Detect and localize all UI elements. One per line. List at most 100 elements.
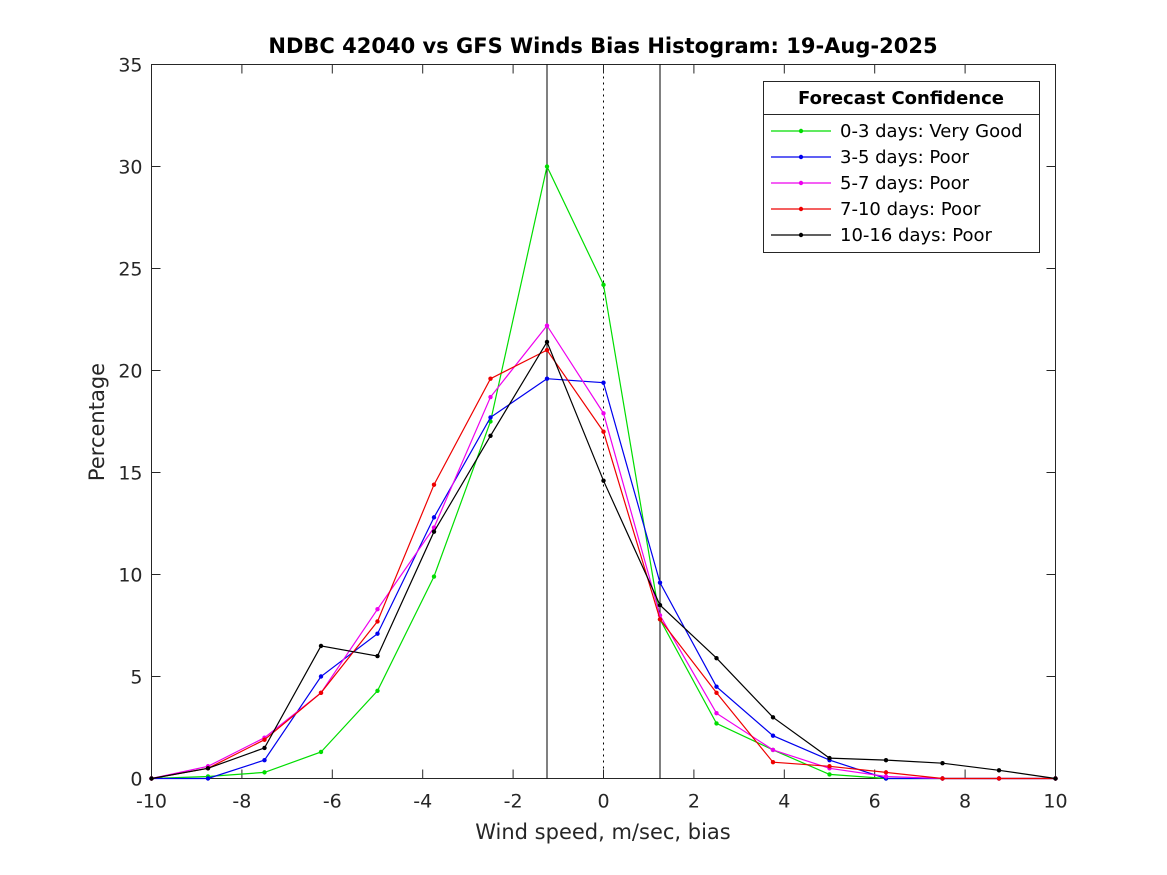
- legend-entry: 7-10 days: Poor: [771, 199, 981, 220]
- x-tick-label: -8: [232, 791, 251, 813]
- data-point: [714, 721, 719, 726]
- legend-swatch-marker: [798, 180, 804, 186]
- legend-title-box: [763, 81, 1040, 115]
- legend-title: Forecast Confidence: [798, 88, 1004, 109]
- x-tick-label: -2: [504, 791, 523, 813]
- data-point: [657, 580, 663, 585]
- data-point: [375, 653, 380, 659]
- x-tick-label: -10: [136, 791, 167, 813]
- data-point: [827, 755, 832, 761]
- x-axis-title: Wind speed, m/sec, bias: [475, 820, 731, 844]
- data-point: [318, 674, 324, 679]
- data-point: [262, 737, 267, 742]
- data-point: [657, 602, 663, 608]
- y-tick-label: 15: [118, 463, 142, 485]
- legend-entry: 0-3 days: Very Good: [771, 121, 1023, 142]
- x-tick-label: 8: [959, 791, 971, 813]
- data-point: [544, 339, 550, 345]
- data-point: [149, 776, 154, 781]
- legend-label: 3-5 days: Poor: [840, 147, 970, 168]
- data-point: [996, 776, 1002, 781]
- legend-label: 7-10 days: Poor: [840, 199, 981, 220]
- data-point: [601, 380, 606, 385]
- axis-ticks: -10 -8 -6 -4 -2 0 2 4 6 8 10 0 5 10 15 20 25 30 35: [118, 55, 1067, 813]
- data-point: [770, 715, 776, 720]
- data-point: [431, 574, 437, 579]
- x-tick-label: 0: [597, 791, 609, 813]
- data-point: [940, 761, 945, 766]
- data-point: [657, 617, 663, 622]
- data-point: [431, 482, 437, 487]
- series-layer: [149, 164, 1058, 781]
- legend-entry: 5-7 days: Poor: [771, 173, 970, 194]
- chart-title: NDBC 42040 vs GFS Winds Bias Histogram: …: [268, 34, 937, 58]
- data-point: [488, 376, 493, 381]
- data-point: [488, 415, 493, 420]
- data-point: [375, 619, 380, 624]
- x-tick-label: 6: [869, 791, 881, 813]
- data-point: [883, 757, 889, 763]
- y-tick-label: 20: [118, 361, 142, 383]
- y-tick-label: 10: [118, 565, 142, 587]
- data-point: [431, 515, 437, 520]
- data-point: [827, 772, 832, 777]
- data-point: [1053, 776, 1058, 781]
- data-point: [714, 655, 719, 661]
- legend-entry: 10-16 days: Poor: [771, 225, 993, 246]
- legend-swatch-marker: [798, 128, 804, 134]
- legend-swatch-marker: [798, 232, 804, 238]
- data-point: [940, 776, 945, 781]
- data-point: [544, 323, 550, 328]
- data-point: [544, 164, 550, 169]
- data-point: [770, 747, 776, 753]
- x-tick-label: 2: [688, 791, 700, 813]
- data-point: [544, 376, 550, 381]
- y-tick-label: 5: [130, 667, 142, 689]
- data-point: [601, 282, 606, 288]
- data-point: [205, 776, 211, 781]
- data-point: [205, 766, 211, 771]
- data-point: [883, 770, 889, 775]
- data-point: [488, 394, 493, 400]
- data-point: [318, 690, 324, 696]
- data-point: [714, 711, 719, 716]
- legend: Forecast Confidence 0-3 days: Very Good 3…: [763, 81, 1040, 253]
- data-point: [488, 433, 493, 438]
- series-4: [149, 339, 1058, 781]
- data-point: [714, 684, 719, 689]
- legend-swatch-marker: [798, 206, 804, 212]
- data-point: [431, 529, 437, 534]
- legend-entry: 3-5 days: Poor: [771, 147, 970, 168]
- legend-items: 0-3 days: Very Good 3-5 days: Poor 5-7 day…: [771, 121, 1023, 246]
- y-tick-label: 30: [118, 157, 142, 179]
- data-point: [601, 411, 606, 416]
- data-point: [262, 745, 267, 751]
- x-tick-label: -4: [413, 791, 432, 813]
- data-point: [770, 733, 776, 738]
- legend-label: 0-3 days: Very Good: [840, 121, 1023, 142]
- x-tick-label: 4: [778, 791, 790, 813]
- data-point: [375, 688, 380, 693]
- data-point: [262, 757, 267, 763]
- legend-label: 5-7 days: Poor: [840, 173, 970, 194]
- data-point: [601, 429, 606, 434]
- data-point: [375, 631, 380, 636]
- y-tick-label: 35: [118, 55, 142, 77]
- y-tick-label: 0: [130, 769, 142, 791]
- x-tick-label: 10: [1043, 791, 1067, 813]
- series-3: [149, 347, 1058, 781]
- data-point: [714, 690, 719, 696]
- legend-swatch-marker: [798, 154, 804, 160]
- y-tick-label: 25: [118, 259, 142, 281]
- legend-label: 10-16 days: Poor: [840, 225, 993, 246]
- y-axis-title: Percentage: [85, 363, 109, 481]
- data-point: [827, 764, 832, 769]
- x-tick-label: -6: [323, 791, 342, 813]
- data-point: [262, 770, 267, 775]
- data-point: [375, 606, 380, 612]
- data-point: [318, 749, 324, 755]
- data-point: [770, 759, 776, 765]
- data-point: [601, 478, 606, 483]
- data-point: [883, 774, 889, 779]
